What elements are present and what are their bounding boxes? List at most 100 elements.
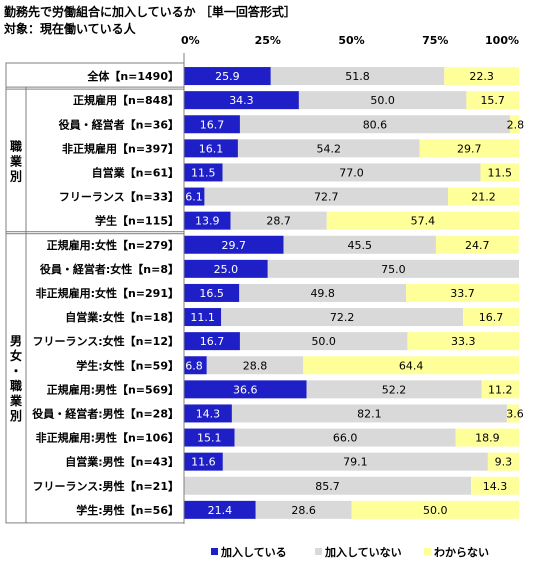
- bar-segment-2: [326, 211, 519, 230]
- row-label: 正規雇用:女性【n=279】: [47, 238, 179, 252]
- bar-segment-0: [184, 67, 271, 86]
- bar-segment-2: [463, 308, 519, 327]
- row-label: 役員・経営者:男性【n=28】: [31, 406, 179, 420]
- row-label: 学生:男性【n=56】: [76, 503, 179, 517]
- bar-segment-2: [303, 356, 519, 375]
- data-label: 28.6: [291, 504, 316, 517]
- data-label: 85.7: [315, 480, 340, 493]
- data-label: 15.1: [197, 432, 222, 445]
- data-label: 80.6: [363, 118, 388, 131]
- bar-segment-1: [222, 163, 481, 182]
- bar-segment-0: [184, 356, 207, 375]
- row-label: フリーランス:女性【n=12】: [32, 334, 179, 348]
- bar-segment-2: [447, 187, 519, 206]
- data-label: 66.0: [333, 432, 358, 445]
- bar-segment-0: [184, 428, 235, 447]
- bar-segment-2: [444, 67, 519, 86]
- bar-segment-2: [480, 163, 519, 182]
- bar-segment-0: [184, 332, 240, 351]
- row-label: 自営業:女性【n=18】: [65, 310, 179, 324]
- bar-segment-2: [455, 428, 519, 447]
- data-label: 24.7: [465, 239, 490, 252]
- data-label: 11.1: [190, 311, 215, 324]
- bar-segment-1: [221, 308, 464, 327]
- bar-segment-0: [184, 115, 240, 134]
- legend-swatch: [211, 548, 218, 555]
- data-label: 72.2: [330, 311, 355, 324]
- data-label: 11.5: [191, 166, 216, 179]
- group-label-char: 職: [10, 138, 22, 153]
- bar-segment-0: [184, 235, 284, 254]
- data-label: 28.8: [243, 359, 268, 372]
- x-tick-label: 50%: [338, 34, 364, 47]
- row-label: フリーランス:男性【n=21】: [32, 479, 179, 493]
- row-label: 正規雇用:男性【n=569】: [47, 382, 179, 396]
- data-label: 14.3: [483, 480, 508, 493]
- bar-segment-0: [184, 500, 256, 519]
- data-label: 6.8: [185, 359, 203, 372]
- data-label: 16.7: [200, 118, 225, 131]
- legend-label: わからない: [434, 546, 489, 559]
- bar-segment-1: [267, 259, 519, 278]
- data-label: 33.3: [451, 335, 476, 348]
- data-label: 3.6: [506, 407, 524, 420]
- bar-segment-0: [184, 163, 223, 182]
- bar-segment-1: [184, 476, 472, 495]
- row-label: 役員・経営者:女性【n=8】: [39, 262, 179, 276]
- data-label: 21.4: [208, 504, 233, 517]
- data-label: 50.0: [370, 94, 395, 107]
- bar-segment-2: [406, 283, 519, 302]
- group-label-char: 業: [9, 153, 23, 168]
- data-label: 15.7: [480, 94, 505, 107]
- row-label: 正規雇用【n=848】: [73, 93, 179, 107]
- bar-segment-1: [239, 332, 408, 351]
- bar-segment-0: [184, 380, 307, 399]
- data-label: 21.2: [471, 191, 496, 204]
- data-label: 29.7: [221, 239, 246, 252]
- bar-segment-2: [466, 91, 519, 110]
- bar-segment-0: [184, 259, 268, 278]
- group-box: [5, 86, 185, 235]
- row-label: 学生【n=115】: [95, 214, 179, 228]
- row-label: 自営業【n=61】: [92, 165, 179, 179]
- bar-segment-1: [239, 115, 510, 134]
- legend-swatch: [424, 548, 431, 555]
- bar-segment-2: [407, 332, 519, 351]
- bar-segment-0: [184, 187, 205, 206]
- data-label: 22.3: [469, 70, 494, 83]
- data-label: 9.3: [495, 456, 513, 469]
- legend-swatch: [315, 548, 322, 555]
- bar-segment-2: [506, 404, 519, 423]
- data-label: 13.9: [195, 215, 220, 228]
- bar-segment-2: [435, 235, 519, 254]
- group-label-char: 男: [10, 334, 22, 348]
- data-label: 2.8: [507, 118, 525, 131]
- row-label: 役員・経営者【n=36】: [58, 117, 179, 131]
- data-label: 16.7: [200, 335, 225, 348]
- bar-segment-0: [184, 211, 231, 230]
- group-label-char: 職: [10, 378, 22, 393]
- bar-segment-0: [184, 91, 299, 110]
- data-label: 18.9: [475, 432, 500, 445]
- x-tick-label: 0%: [181, 34, 200, 47]
- data-label: 79.1: [343, 456, 368, 469]
- data-label: 72.7: [314, 191, 339, 204]
- data-label: 33.7: [450, 287, 475, 300]
- row-label: 非正規雇用【n=397】: [62, 141, 179, 155]
- data-label: 54.2: [316, 142, 341, 155]
- row-label: 非正規雇用:男性【n=106】: [36, 431, 179, 445]
- data-label: 51.8: [345, 70, 370, 83]
- data-label: 11.5: [487, 166, 512, 179]
- bar-segment-2: [487, 452, 519, 471]
- bar-segment-2: [471, 476, 519, 495]
- data-label: 16.1: [199, 142, 224, 155]
- data-label: 64.4: [399, 359, 424, 372]
- bar-segment-0: [184, 139, 238, 158]
- data-label: 52.2: [382, 383, 407, 396]
- data-label: 57.4: [411, 215, 436, 228]
- bar-segment-2: [351, 500, 519, 519]
- data-label: 36.6: [233, 383, 258, 396]
- bar-segment-1: [298, 91, 467, 110]
- data-label: 16.7: [479, 311, 504, 324]
- data-label: 11.6: [191, 456, 216, 469]
